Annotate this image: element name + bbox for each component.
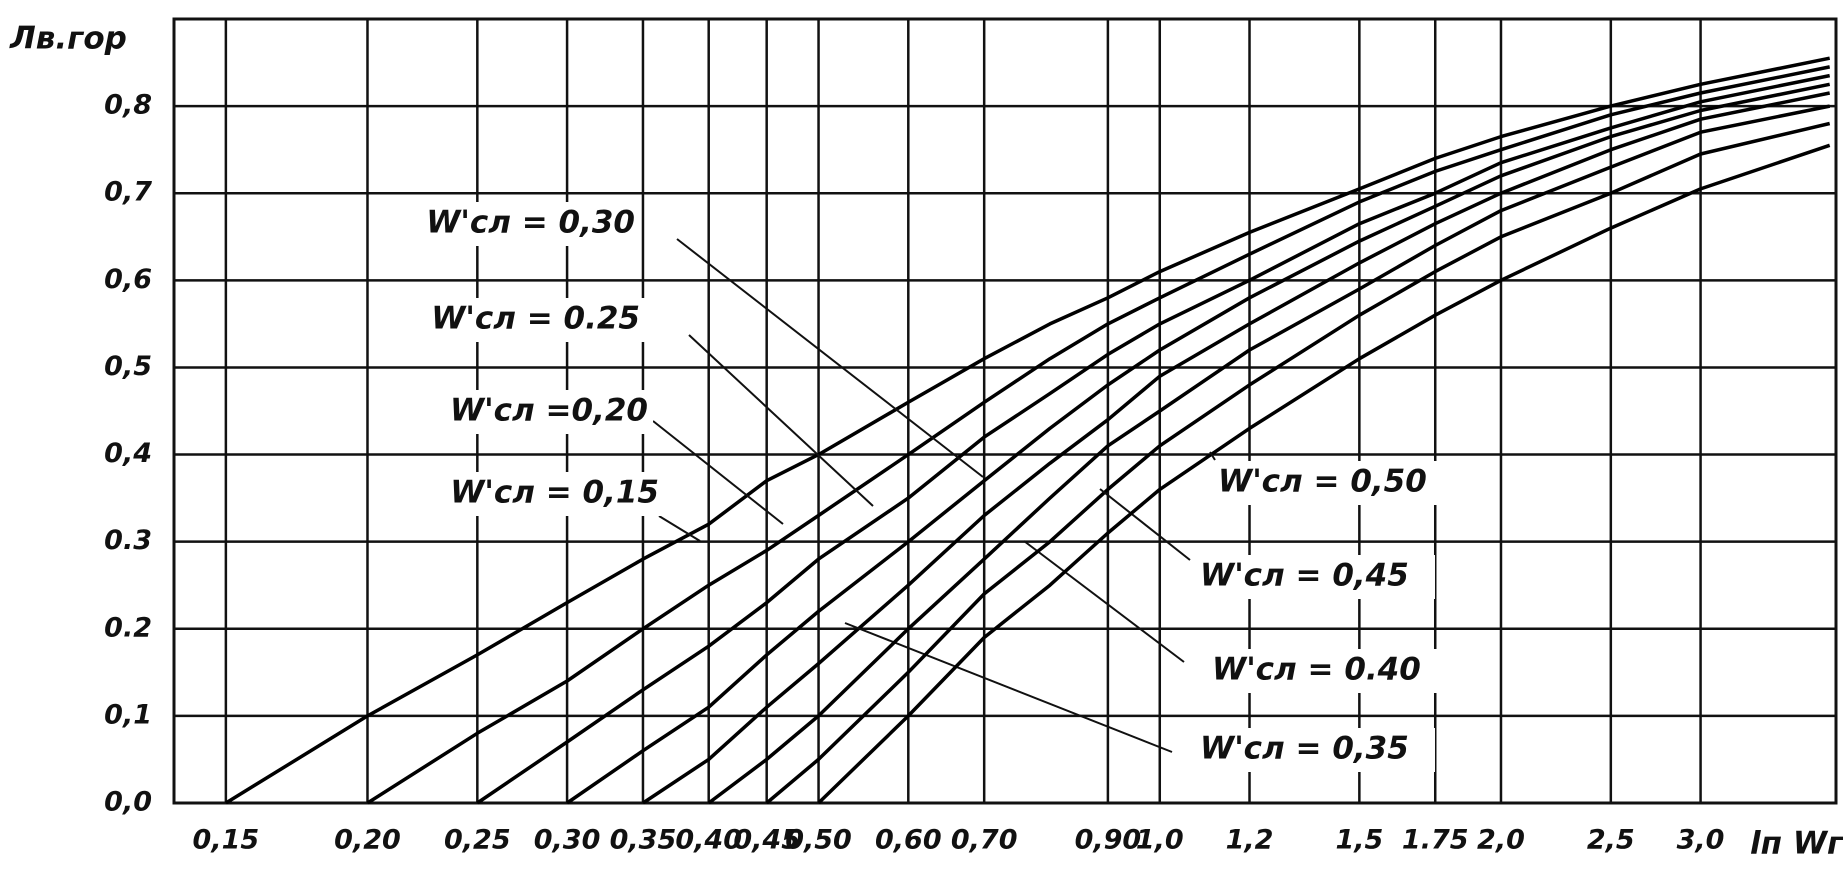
leader-line — [844, 622, 1173, 753]
series-label: W'сл = 0.40 — [1212, 652, 1421, 688]
x-tick-label: 1,2 — [1226, 825, 1274, 856]
label-bg — [400, 202, 640, 246]
x-tick-label: 1,5 — [1335, 825, 1383, 856]
curve — [224, 56, 1831, 805]
x-tick-label: 2,0 — [1477, 825, 1525, 856]
leader-line — [688, 334, 874, 507]
y-tick-label: 0,0 — [104, 787, 152, 818]
x-tick-label: 0,15 — [193, 825, 260, 856]
leader-line — [658, 515, 701, 542]
y-tick-label: 0,8 — [104, 90, 152, 121]
y-tick-label: 0,7 — [104, 177, 152, 208]
label-bg — [1195, 555, 1435, 599]
x-axis-label: lп Wгор — [1750, 826, 1843, 862]
x-tick-label: 0,40 — [675, 825, 742, 856]
series-label: W'сл = 0,35 — [1200, 731, 1409, 767]
x-tick-label: 2,5 — [1587, 825, 1635, 856]
x-tick-label: 3,0 — [1677, 825, 1725, 856]
x-tick-label: 0,70 — [951, 825, 1018, 856]
y-tick-label: 0.3 — [104, 525, 152, 556]
leader-line — [1099, 488, 1191, 561]
x-tick-label: 1.75 — [1402, 825, 1469, 856]
label-bg — [1213, 461, 1453, 505]
leader-line — [1023, 540, 1185, 663]
y-tick-label: 0.2 — [104, 612, 152, 643]
x-tick-label: 0,90 — [1075, 825, 1142, 856]
y-tick-label: 0,5 — [104, 351, 152, 382]
leader-line — [676, 238, 984, 478]
leader-line — [1209, 451, 1216, 461]
x-tick-label: 0,50 — [785, 825, 852, 856]
x-tick-label: 0,20 — [334, 825, 401, 856]
y-tick-label: 0,6 — [104, 264, 152, 295]
x-tick-label: 1,0 — [1136, 825, 1184, 856]
x-tick-label: 0,35 — [610, 825, 677, 856]
label-bg — [1195, 728, 1435, 772]
curve — [707, 104, 1831, 805]
plot-frame — [172, 17, 1838, 805]
label-bg — [1207, 649, 1447, 693]
x-tick-label: 0,25 — [444, 825, 511, 856]
series-label: W'сл = 0.25 — [431, 301, 640, 337]
series-label: W'сл =0,20 — [450, 393, 648, 429]
curve — [566, 82, 1831, 805]
x-tick-label: 0,30 — [534, 825, 601, 856]
y-axis-label: Лв.гор — [9, 21, 127, 57]
label-bg — [413, 390, 653, 434]
curve — [366, 65, 1831, 805]
leader-line — [652, 420, 784, 525]
label-bg — [424, 472, 664, 516]
curve — [476, 73, 1831, 805]
curve — [817, 143, 1831, 805]
series-label: W'сл = 0,30 — [426, 205, 635, 241]
series-label: W'сл = 0,45 — [1200, 558, 1409, 594]
x-tick-label: 0,60 — [875, 825, 942, 856]
series-label: W'сл = 0,50 — [1218, 464, 1427, 500]
y-tick-label: 0,1 — [104, 699, 152, 730]
curve — [765, 121, 1831, 805]
label-bg — [405, 298, 645, 342]
x-tick-label: 0,45 — [733, 825, 800, 856]
curve — [642, 91, 1831, 805]
series-label: W'сл = 0,15 — [450, 475, 659, 511]
y-tick-label: 0,4 — [104, 438, 152, 469]
